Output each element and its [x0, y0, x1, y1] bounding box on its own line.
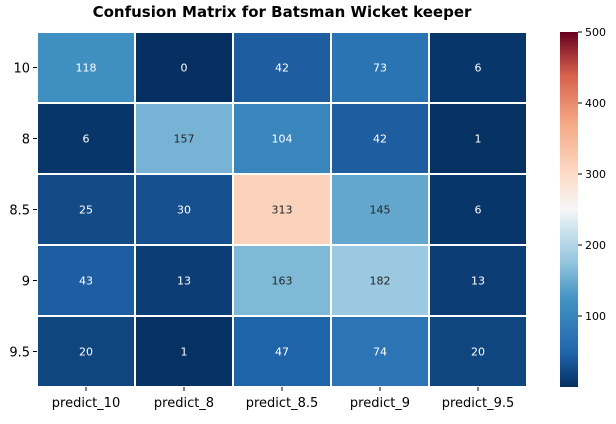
y-tick-label: 10 [13, 62, 30, 77]
heatmap-cell [428, 102, 528, 175]
heatmap-cell [134, 173, 234, 246]
heatmap-cell [428, 244, 528, 317]
cell-value-label: 163 [272, 275, 293, 288]
x-tick-label: predict_8 [154, 396, 214, 411]
x-tick-label: predict_9.5 [442, 396, 515, 411]
y-tick-label: 8.5 [9, 204, 30, 219]
cell-value-label: 20 [471, 346, 485, 359]
cell-value-label: 42 [373, 133, 387, 146]
y-tick-label: 9.5 [9, 346, 30, 361]
cell-value-label: 43 [79, 275, 93, 288]
cell-value-label: 0 [181, 62, 188, 75]
y-axis-labels: 10 8 8.5 9 9.5 [9, 62, 37, 361]
colorbar-ticks: 100 200 300 400 500 [578, 26, 606, 323]
cell-value-label: 6 [475, 204, 482, 217]
heatmap-cell [232, 244, 332, 317]
cell-value-label: 1 [181, 346, 188, 359]
colorbar-tick-label: 300 [585, 168, 606, 181]
x-tick-label: predict_10 [52, 396, 120, 411]
cell-value-label: 145 [370, 204, 391, 217]
heatmap-cell [134, 31, 234, 104]
heatmap-cells: 118 0 42 73 6 6 157 104 42 1 25 30 313 145 6 43 13 163 182… [36, 31, 528, 388]
cell-value-label: 313 [272, 204, 293, 217]
cell-value-label: 6 [83, 133, 90, 146]
cell-value-label: 20 [79, 346, 93, 359]
x-tick-label: predict_8.5 [246, 396, 319, 411]
cell-value-label: 157 [174, 133, 195, 146]
cell-value-label: 13 [177, 275, 191, 288]
cell-value-label: 42 [275, 62, 289, 75]
cell-value-label: 104 [272, 133, 293, 146]
heatmap-cell [330, 244, 430, 317]
colorbar-tick-label: 100 [585, 310, 606, 323]
cell-value-label: 25 [79, 204, 93, 217]
cell-value-label: 47 [275, 346, 289, 359]
colorbar-tick-label: 200 [585, 239, 606, 252]
colorbar [560, 32, 578, 387]
heatmap-cell [36, 315, 136, 388]
chart-title: Confusion Matrix for Batsman Wicket keep… [93, 3, 472, 21]
cell-value-label: 74 [373, 346, 387, 359]
cell-value-label: 13 [471, 275, 485, 288]
colorbar-tick-label: 400 [585, 97, 606, 110]
heatmap-cell [134, 244, 234, 317]
heatmap-cell [330, 173, 430, 246]
y-tick-label: 8 [22, 133, 30, 148]
cell-value-label: 30 [177, 204, 191, 217]
y-tick-label: 9 [22, 275, 30, 290]
heatmap-cell [232, 315, 332, 388]
colorbar-tick-label: 500 [585, 26, 606, 39]
cell-value-label: 182 [370, 275, 391, 288]
cell-value-label: 73 [373, 62, 387, 75]
heatmap-cell [232, 102, 332, 175]
x-axis-labels: predict_10 predict_8 predict_8.5 predict_9 p… [52, 387, 515, 411]
heatmap-cell [134, 315, 234, 388]
cell-value-label: 1 [475, 133, 482, 146]
cell-value-label: 6 [475, 62, 482, 75]
x-tick-label: predict_9 [350, 396, 410, 411]
cell-value-label: 118 [76, 62, 97, 75]
